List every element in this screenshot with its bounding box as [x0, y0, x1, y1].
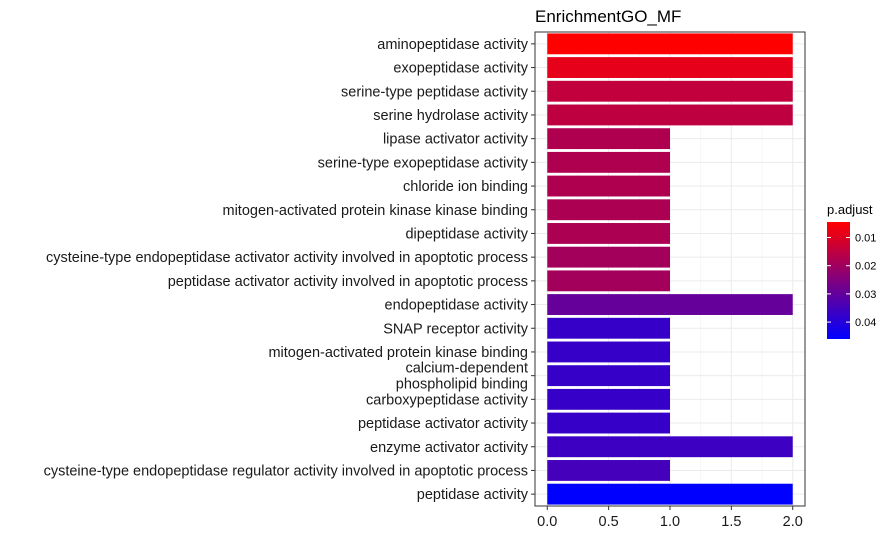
y-tick-label: exopeptidase activity: [393, 61, 528, 77]
bar: [547, 104, 793, 126]
y-tick-label: serine-type exopeptidase activity: [318, 155, 529, 171]
y-tick-label: cysteine-type endopeptidase activator ac…: [46, 250, 528, 266]
y-tick-label: endopeptidase activity: [385, 298, 529, 314]
y-tick-label: serine hydrolase activity: [373, 108, 528, 124]
legend-tick-label: 0.02: [855, 261, 876, 273]
legend-ticks: 0.01 0.02 0.03 0.04: [827, 233, 876, 329]
bar: [547, 365, 670, 387]
bar: [547, 412, 670, 434]
bar: [547, 80, 793, 102]
x-tick-label: 0.0: [537, 514, 557, 530]
bar: [547, 436, 793, 458]
y-tick-label: SNAP receptor activity: [383, 321, 529, 337]
bar: [547, 151, 670, 173]
y-tick-label: chloride ion binding: [403, 179, 528, 195]
bar: [547, 128, 670, 150]
y-tick-label: peptidase activator activity: [358, 416, 529, 432]
bar: [547, 460, 670, 481]
legend-tick-label: 0.04: [855, 317, 876, 329]
bar: [547, 246, 670, 268]
x-axis-ticks: 0.0 0.5 1.0 1.5 2.0: [537, 506, 803, 530]
bar: [547, 317, 670, 339]
y-tick-label: lipase activator activity: [383, 132, 529, 148]
y-tick-label: cysteine-type endopeptidase regulator ac…: [44, 463, 528, 479]
x-tick-label: 1.5: [721, 514, 741, 530]
y-tick-label: carboxypeptidase activity: [366, 392, 529, 408]
y-tick-label: serine-type peptidase activity: [341, 84, 529, 100]
bar: [547, 199, 670, 221]
x-tick-label: 0.5: [599, 514, 619, 530]
y-tick-label: mitogen-activated protein kinase binding: [268, 345, 528, 361]
bar: [547, 483, 793, 505]
y-tick-label: peptidase activity: [417, 487, 529, 503]
y-axis-labels: aminopeptidase activity exopeptidase acti…: [44, 37, 535, 503]
chart-title: EnrichmentGO_MF: [535, 7, 681, 26]
x-tick-label: 1.0: [660, 514, 680, 530]
legend-title: p.adjust: [827, 202, 873, 217]
legend-colorbar: [827, 222, 850, 339]
y-tick-label: enzyme activator activity: [370, 440, 529, 456]
bar: [547, 341, 670, 363]
bar: [547, 33, 793, 55]
x-tick-label: 2.0: [783, 514, 803, 530]
y-tick-label: calcium-dependent phospholipid binding: [396, 361, 528, 393]
y-tick-label: aminopeptidase activity: [377, 37, 528, 53]
bar: [547, 175, 670, 197]
bar: [547, 294, 793, 315]
grid: [535, 32, 805, 506]
legend-tick-label: 0.03: [855, 289, 876, 301]
y-tick-label: dipeptidase activity: [405, 226, 528, 242]
bars: [547, 33, 793, 505]
legend-tick-label: 0.01: [855, 233, 876, 245]
bar: [547, 270, 670, 292]
bar: [547, 223, 670, 244]
y-tick-label: peptidase activator activity involved in…: [168, 274, 528, 290]
bar: [547, 388, 670, 410]
bar: [547, 57, 793, 78]
legend: p.adjust 0.01 0.02 0.03 0.04: [827, 202, 876, 339]
y-tick-label: mitogen-activated protein kinase kinase …: [223, 203, 529, 219]
